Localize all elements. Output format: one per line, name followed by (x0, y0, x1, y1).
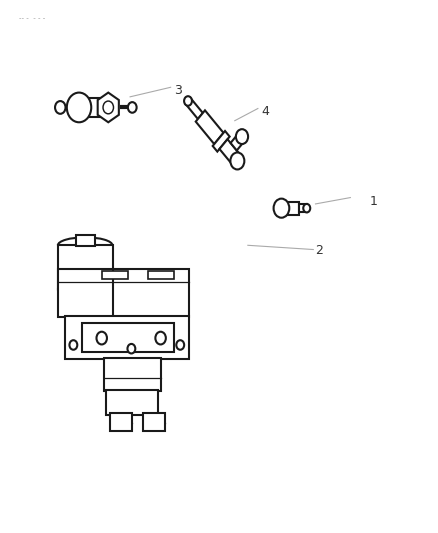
Text: 2: 2 (315, 244, 323, 257)
Circle shape (55, 101, 65, 114)
Polygon shape (230, 136, 242, 150)
Text: 3: 3 (173, 84, 181, 97)
FancyBboxPatch shape (58, 245, 113, 290)
Circle shape (176, 340, 184, 350)
Circle shape (103, 101, 113, 114)
Circle shape (273, 199, 289, 217)
Circle shape (127, 344, 135, 353)
Circle shape (96, 332, 107, 344)
FancyBboxPatch shape (104, 358, 160, 391)
FancyBboxPatch shape (75, 235, 95, 246)
FancyBboxPatch shape (110, 414, 132, 431)
Circle shape (184, 96, 191, 106)
FancyBboxPatch shape (58, 269, 188, 317)
FancyBboxPatch shape (281, 202, 298, 215)
Polygon shape (298, 205, 306, 212)
Polygon shape (212, 131, 229, 151)
FancyBboxPatch shape (64, 316, 188, 359)
Circle shape (127, 102, 136, 113)
Polygon shape (185, 98, 202, 119)
FancyBboxPatch shape (147, 271, 173, 279)
Text: 1: 1 (369, 195, 377, 208)
FancyBboxPatch shape (79, 98, 103, 117)
Text: 4: 4 (260, 105, 268, 118)
FancyBboxPatch shape (106, 390, 158, 415)
FancyBboxPatch shape (102, 271, 127, 279)
FancyBboxPatch shape (82, 323, 173, 352)
FancyBboxPatch shape (143, 414, 165, 431)
Circle shape (230, 152, 244, 169)
Circle shape (155, 332, 166, 344)
Circle shape (303, 204, 310, 213)
Text: -- -  - - -: -- - - - - (19, 14, 45, 21)
Circle shape (67, 93, 91, 122)
Circle shape (235, 129, 247, 144)
Polygon shape (219, 139, 239, 164)
Polygon shape (98, 93, 119, 122)
Polygon shape (195, 110, 223, 144)
Circle shape (69, 340, 77, 350)
